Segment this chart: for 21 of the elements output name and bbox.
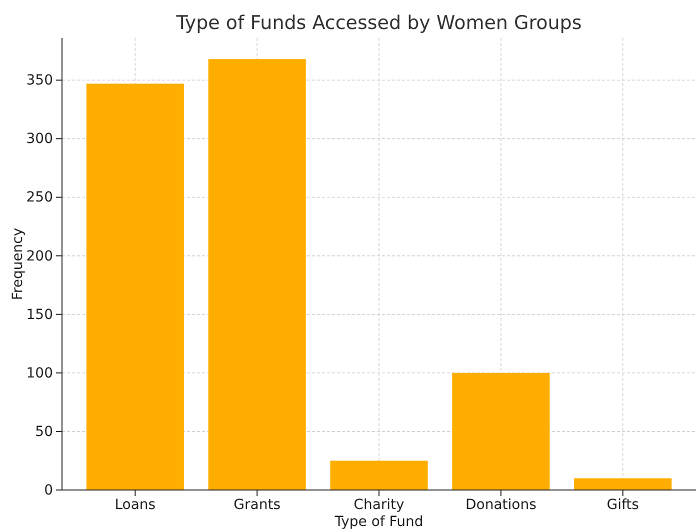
bar	[208, 59, 306, 490]
y-tick-label: 0	[44, 482, 53, 498]
bar	[330, 460, 428, 490]
y-tick-label: 250	[26, 190, 53, 206]
bar	[86, 84, 184, 490]
y-tick-label: 50	[35, 424, 53, 440]
x-axis-title: Type of Fund	[334, 514, 424, 529]
y-tick-label: 300	[26, 131, 53, 148]
y-axis-title: Frequency	[10, 228, 26, 300]
x-tick-label: Charity	[354, 496, 404, 513]
chart-title: Type of Funds Accessed by Women Groups	[175, 12, 582, 34]
bar	[574, 478, 672, 490]
y-tick-label: 200	[26, 248, 53, 264]
x-tick-label: Donations	[465, 496, 536, 513]
x-tick-label: Gifts	[606, 496, 639, 513]
y-tick-label: 150	[26, 306, 53, 323]
bar	[452, 372, 550, 490]
y-tick-label: 100	[26, 365, 53, 382]
x-tick-label: Grants	[234, 496, 280, 513]
x-tick-label: Loans	[114, 496, 156, 513]
y-tick-label: 350	[26, 72, 53, 89]
